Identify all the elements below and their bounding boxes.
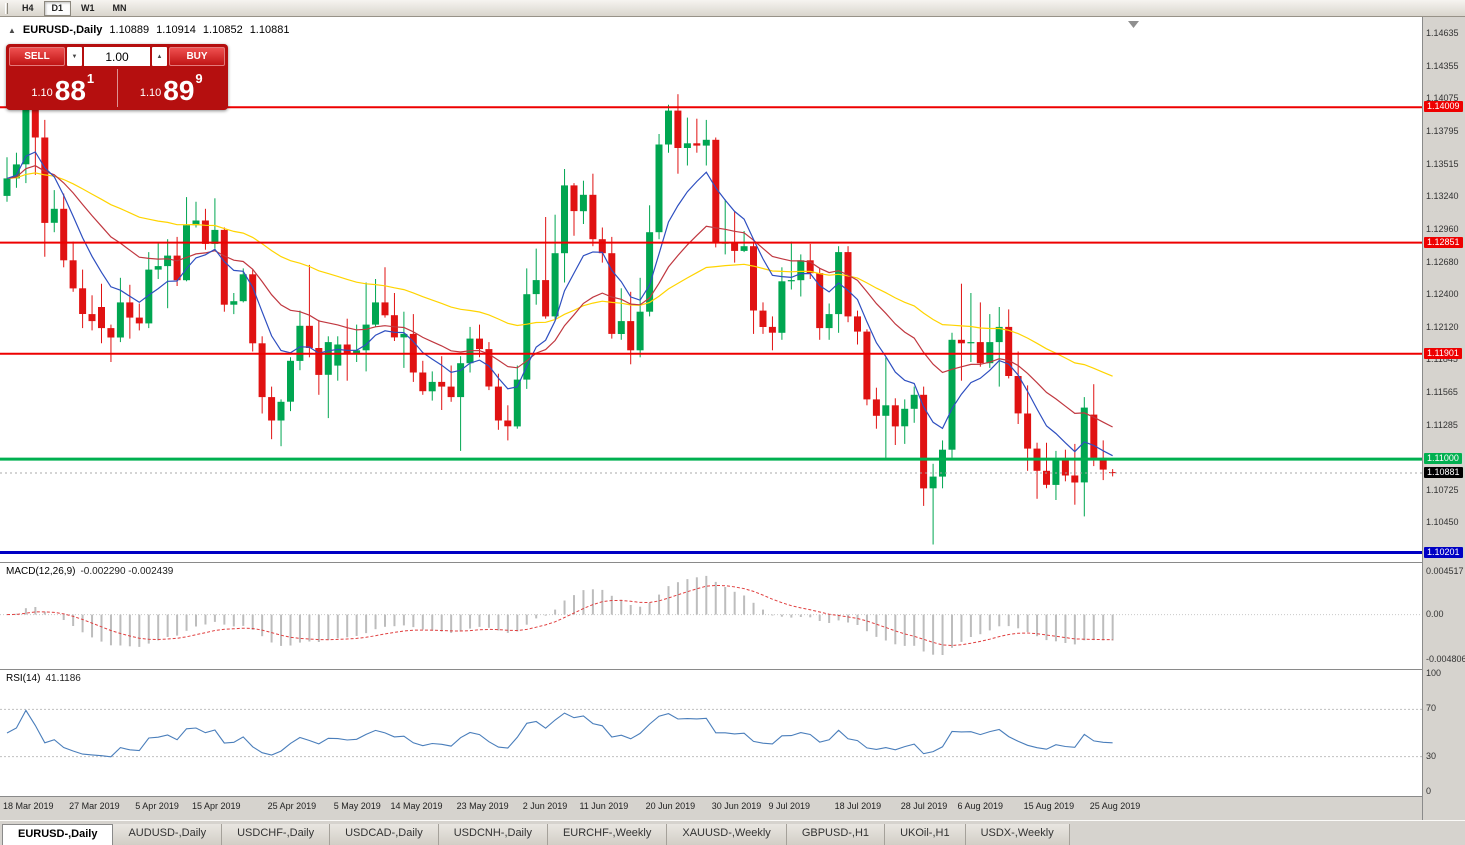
chart-tab-xauusd-weekly[interactable]: XAUUSD-,Weekly: [667, 824, 787, 845]
time-axis-label: 23 May 2019: [456, 801, 509, 811]
price-line-label: 1.12851: [1424, 236, 1463, 248]
time-axis-label: 2 Jun 2019: [522, 801, 568, 811]
time-axis-label: 15 Apr 2019: [192, 801, 241, 811]
price-tick: 1.12120: [1426, 322, 1459, 333]
chart-tab-audusd-daily[interactable]: AUDUSD-,Daily: [113, 824, 223, 845]
period-button-d1[interactable]: D1: [43, 0, 72, 16]
price-tick: 1.13795: [1426, 126, 1459, 137]
time-axis-label: 25 Apr 2019: [267, 801, 317, 811]
buy-price-prefix: 1.10: [139, 87, 162, 99]
toolbar-grip: [5, 2, 8, 14]
sell-price-button[interactable]: 1.10 88 1: [9, 69, 118, 107]
ohlc-open: 1.10889: [109, 24, 150, 36]
buy-price-big: 89: [163, 75, 195, 107]
macd-values: -0.002290 -0.002439: [80, 566, 174, 577]
sell-price-prefix: 1.10: [31, 87, 53, 99]
rsi-axis-tick: 100: [1426, 668, 1442, 678]
chart-tab-usdcad-daily[interactable]: USDCAD-,Daily: [330, 824, 439, 845]
price-tick: 1.14355: [1426, 60, 1459, 71]
time-axis-label: 25 Aug 2019: [1089, 801, 1141, 811]
chart-tab-gbpusd-h1[interactable]: GBPUSD-,H1: [786, 824, 886, 845]
chart-shift-marker: [1128, 21, 1139, 28]
time-axis-label: 20 Jun 2019: [645, 801, 696, 811]
ohlc-high: 1.10914: [156, 24, 196, 36]
rsi-plot[interactable]: [0, 670, 1422, 796]
macd-label: MACD(12,26,9) -0.002290 -0.002439: [6, 566, 174, 577]
sell-button[interactable]: SELL: [9, 47, 65, 66]
volume-increase-button[interactable]: ▲: [152, 47, 167, 66]
rsi-axis-tick: 30: [1426, 750, 1437, 761]
time-axis-label: 27 Mar 2019: [69, 801, 120, 811]
rsi-value: 41.1186: [45, 673, 81, 684]
price-tick: 1.11565: [1426, 387, 1458, 397]
chart-tab-usdcnh-daily[interactable]: USDCNH-,Daily: [438, 824, 548, 845]
time-axis-label: 6 Aug 2019: [957, 801, 1003, 811]
price-tick: 1.11285: [1426, 419, 1458, 430]
rsi-axis-tick: 0: [1426, 786, 1432, 796]
price-line-label: 1.11901: [1424, 347, 1462, 359]
time-axis-label: 5 Apr 2019: [135, 801, 179, 811]
rsi-pane: RSI(14) 41.1186: [0, 670, 1422, 797]
chart-tab-usdchf-daily[interactable]: USDCHF-,Daily: [222, 824, 331, 845]
price-axis[interactable]: 1.14635 1.14355 1.14075 1.13795 1.13515 1.132…: [1422, 17, 1465, 820]
period-button-group: H4 D1 W1 MN: [14, 0, 137, 16]
time-axis-label: 5 May 2019: [333, 801, 381, 811]
one-click-collapse-icon[interactable]: ▲: [8, 25, 16, 35]
price-tick: 1.13515: [1426, 158, 1459, 169]
price-tick: 1.11845: [1426, 354, 1458, 365]
rsi-axis-tick: 70: [1426, 703, 1437, 714]
rsi-label: RSI(14) 41.1186: [6, 673, 81, 684]
chart-title: ▲ EURUSD-,Daily 1.10889 1.10914 1.10852 …: [8, 24, 289, 36]
time-axis-label: 15 Aug 2019: [1023, 801, 1075, 811]
buy-price-pipette: 9: [195, 71, 203, 86]
time-axis-label: 30 Jun 2019: [711, 801, 762, 811]
price-tick: 1.12400: [1426, 289, 1459, 300]
period-button-mn[interactable]: MN: [112, 2, 127, 13]
ohlc-low: 1.10852: [202, 24, 243, 36]
buy-price-button[interactable]: 1.10 89 9: [118, 69, 226, 107]
price-tick: 1.14635: [1426, 27, 1459, 38]
price-line-label: 1.10201: [1424, 546, 1463, 558]
time-axis-label: 18 Jul 2019: [834, 801, 882, 811]
price-tick: 1.10725: [1426, 485, 1459, 496]
buy-button[interactable]: BUY: [169, 47, 225, 66]
chart-workspace: ▲ EURUSD-,Daily 1.10889 1.10914 1.10852 …: [0, 17, 1465, 820]
period-button-w1[interactable]: W1: [81, 2, 95, 13]
macd-plot[interactable]: [0, 563, 1422, 669]
price-tick: 1.13240: [1426, 191, 1459, 202]
current-price-label: 1.10881: [1424, 466, 1463, 478]
chart-tab-ukoil-h1[interactable]: UKOil-,H1: [885, 824, 966, 845]
price-line-label: 1.14009: [1424, 101, 1463, 113]
chart-tab-eurusd-daily[interactable]: EURUSD-,Daily: [2, 824, 114, 845]
price-tick: 1.14075: [1426, 93, 1459, 104]
time-axis-label: 11 Jun 2019: [579, 801, 629, 811]
period-toolbar: H4 D1 W1 MN: [0, 0, 1465, 17]
macd-axis-tick: -0.004806: [1426, 653, 1465, 664]
price-tick: 1.12960: [1426, 223, 1459, 234]
chart-tab-usdx-weekly[interactable]: USDX-,Weekly: [965, 824, 1070, 845]
macd-pane: MACD(12,26,9) -0.002290 -0.002439: [0, 563, 1422, 670]
chart-tab-eurchf-weekly[interactable]: EURCHF-,Weekly: [547, 824, 668, 845]
time-axis-label: 9 Jul 2019: [768, 801, 810, 811]
volume-input[interactable]: [84, 47, 150, 66]
chart-tabs-bar: EURUSD-,Daily AUDUSD-,Daily USDCHF-,Daily U…: [0, 820, 1465, 845]
macd-axis-tick: 0.004517: [1426, 566, 1464, 577]
sell-price-big: 88: [54, 75, 86, 107]
macd-axis-tick: 0.00: [1426, 608, 1444, 619]
price-tick: 1.12680: [1426, 256, 1459, 267]
time-axis-label: 28 Jul 2019: [900, 801, 948, 811]
chart-symbol-period: EURUSD-,Daily: [22, 24, 103, 36]
sell-price-pipette: 1: [86, 71, 95, 86]
time-axis-label: 14 May 2019: [390, 801, 443, 811]
period-button-h4[interactable]: H4: [22, 2, 34, 13]
main-chart-pane: ▲ EURUSD-,Daily 1.10889 1.10914 1.10852 …: [0, 17, 1422, 563]
candlestick-plot[interactable]: [0, 17, 1422, 562]
time-axis[interactable]: 18 Mar 2019 27 Mar 2019 5 Apr 2019 15 Apr 2…: [0, 797, 1422, 820]
volume-decrease-button[interactable]: ▼: [67, 47, 82, 66]
one-click-trading-panel: SELL ▼ ▲ BUY 1.10 88 1 1.10 89 9: [6, 44, 228, 110]
price-line-label: 1.11000: [1424, 453, 1462, 465]
ohlc-close: 1.10881: [249, 24, 290, 36]
time-axis-label: 18 Mar 2019: [3, 801, 54, 811]
price-tick: 1.10450: [1426, 517, 1459, 528]
